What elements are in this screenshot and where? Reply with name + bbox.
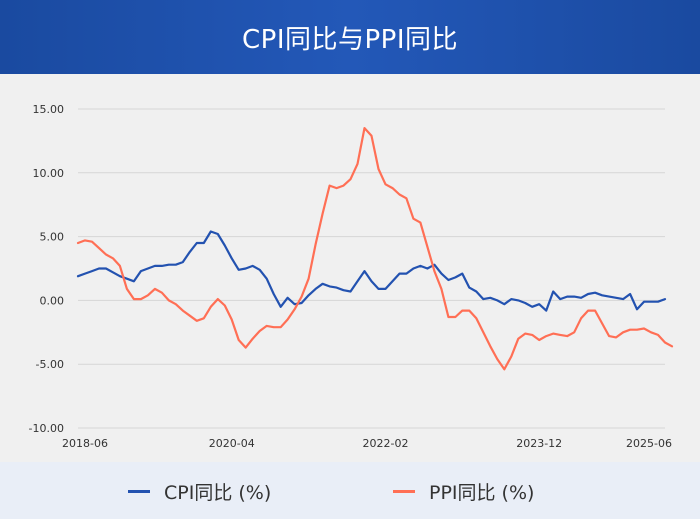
legend-swatch-ppi (393, 489, 415, 493)
x-tick-label: 2022-02 (362, 437, 408, 450)
y-tick-label: -5.00 (36, 358, 64, 371)
plot-area: 15.00 10.00 5.00 0.00 -5.00 -10.00 2018-06 202… (0, 74, 700, 462)
x-tick-label: 2018-06 (62, 437, 108, 450)
grid-layer (78, 108, 665, 429)
legend: CPI同比 (%) PPI同比 (%) (0, 462, 700, 519)
line-chart: 15.00 10.00 5.00 0.00 -5.00 -10.00 2018-06 202… (29, 103, 674, 450)
chart-header: CPI同比与PPI同比 (0, 0, 700, 74)
legend-item-ppi: PPI同比 (%) (393, 480, 535, 504)
y-tick-label: 10.00 (33, 167, 65, 180)
x-tick-label: 2023-12 (516, 437, 562, 450)
x-axis-ticks: 2018-06 2020-04 2022-02 2023-12 2025-06 (62, 437, 672, 450)
series-layer (76, 126, 674, 371)
legend-label-cpi: CPI同比 (%) (164, 481, 272, 504)
y-tick-label: 15.00 (33, 103, 65, 116)
x-tick-label: 2020-04 (209, 437, 255, 450)
legend-label-ppi: PPI同比 (%) (429, 481, 535, 504)
legend-swatch-cpi (128, 489, 150, 493)
x-tick-label: 2025-06 (626, 437, 672, 450)
legend-item-cpi: CPI同比 (%) (128, 480, 272, 504)
y-tick-label: -10.00 (29, 422, 64, 435)
ppi-series-line (76, 126, 674, 371)
y-tick-label: 5.00 (40, 231, 65, 244)
y-axis-ticks: 15.00 10.00 5.00 0.00 -5.00 -10.00 (29, 103, 64, 435)
cpi-series-line (76, 230, 667, 312)
y-tick-label: 0.00 (40, 294, 65, 307)
chart-title: CPI同比与PPI同比 (241, 24, 459, 55)
